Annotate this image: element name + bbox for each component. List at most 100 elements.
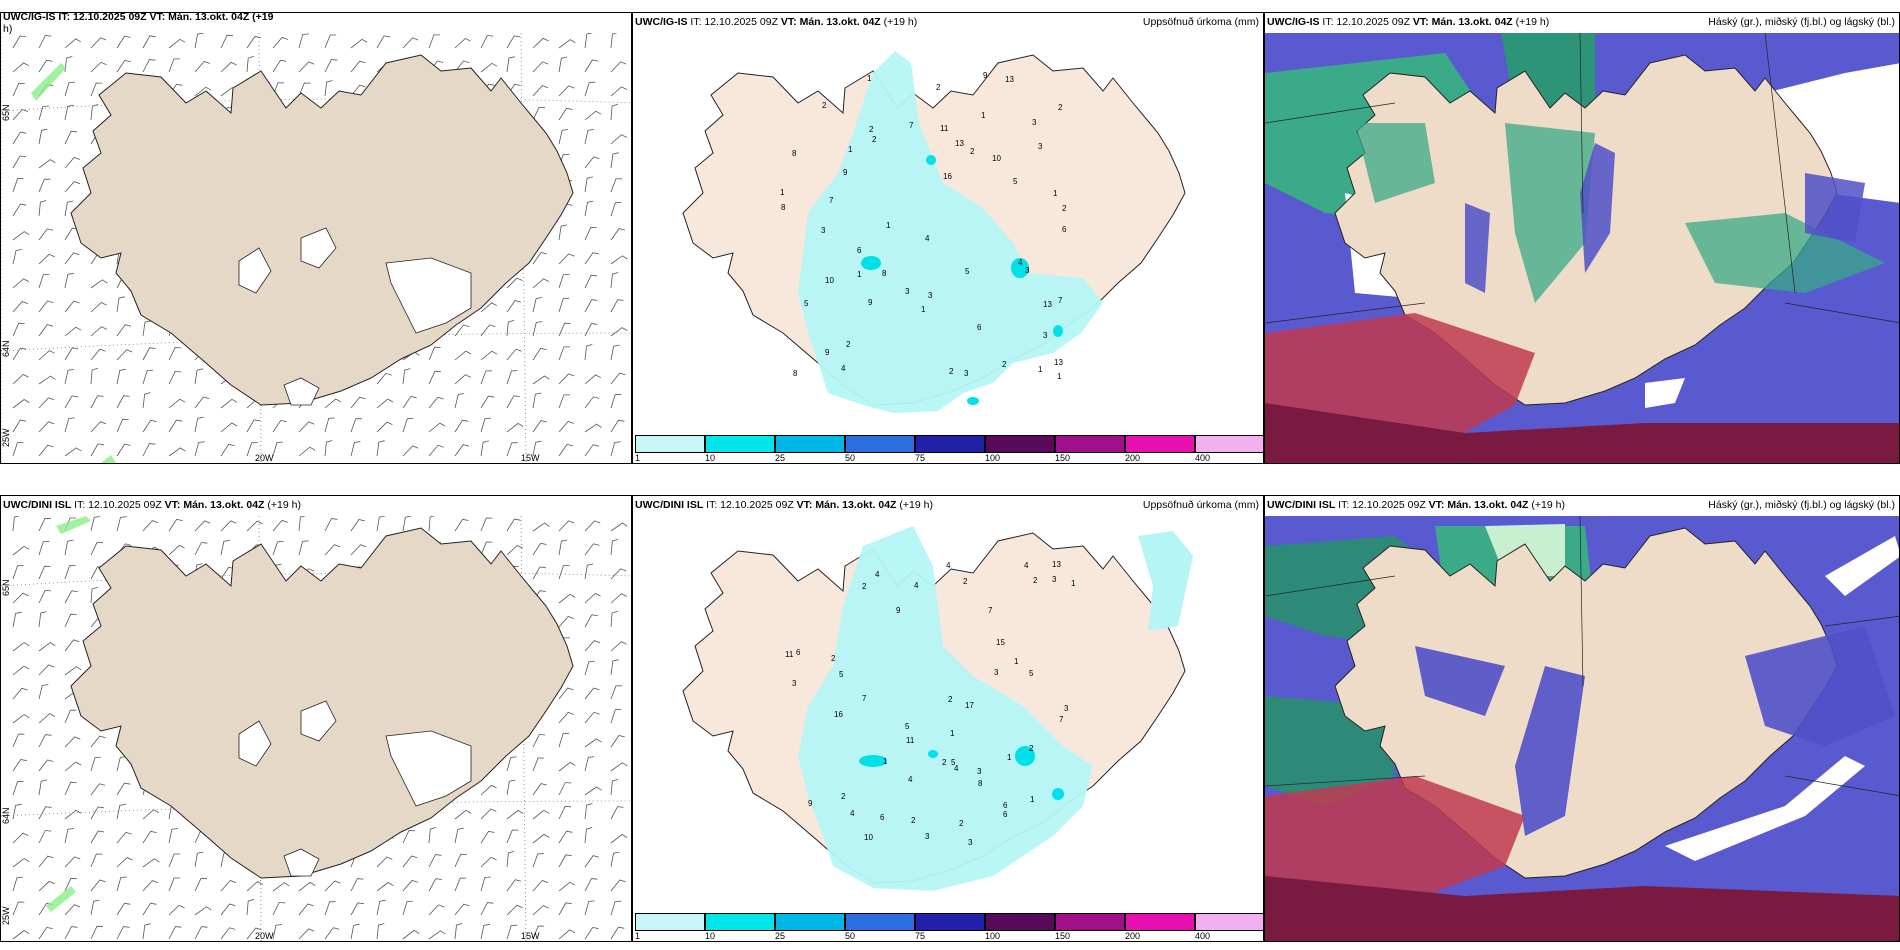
colorbar-tick-label: 200 — [1125, 931, 1141, 941]
wind-barb — [584, 129, 594, 145]
colorbar-segment — [775, 913, 845, 931]
wind-barb — [584, 640, 601, 652]
wind-barb — [506, 779, 516, 796]
wind-barb — [428, 827, 437, 844]
wind-barb — [38, 35, 52, 49]
wind-barb — [324, 880, 341, 892]
precip-value: 3 — [1064, 704, 1069, 713]
wind-barb — [428, 346, 441, 361]
wind-barb — [480, 417, 492, 433]
precip-value: 1 — [1030, 795, 1035, 804]
wind-barb — [168, 518, 183, 532]
wind-barb — [532, 880, 549, 892]
wind-barb — [298, 33, 309, 49]
wind-barb — [64, 781, 77, 796]
wind-barb — [558, 761, 576, 772]
wind-barb — [38, 713, 55, 724]
wind-barb — [584, 593, 601, 604]
wind-barb — [90, 756, 102, 772]
wind-barb — [12, 858, 30, 868]
wind-barb — [532, 278, 549, 289]
precip-value: 1 — [981, 111, 986, 120]
wind-barb — [558, 420, 574, 433]
precip-value: 4 — [914, 581, 919, 590]
wind-barb — [428, 422, 446, 433]
wind-barb — [64, 828, 74, 844]
wind-barb — [532, 809, 550, 820]
wind-barb — [298, 540, 309, 556]
wind-barb — [64, 761, 82, 772]
wind-barb — [38, 397, 55, 409]
precip-value: 2 — [872, 135, 877, 144]
wind-barb — [584, 926, 599, 940]
wind-barb — [480, 35, 494, 49]
wind-barb — [272, 924, 282, 940]
precip-value: 1 — [1014, 657, 1019, 666]
wind-panel-bottom-header: UWC/DINI ISL IT: 12.10.2025 09Z VT: Mán.… — [3, 499, 301, 511]
wind-barb — [168, 447, 186, 457]
lon-label-20: 20W — [255, 453, 274, 463]
wind-barb — [506, 395, 520, 409]
wind-barb — [90, 853, 103, 868]
wind-barb — [272, 419, 287, 433]
wind-barb — [116, 831, 132, 844]
wind-barb — [376, 421, 393, 433]
wind-barb — [610, 86, 628, 97]
wind-barb — [610, 255, 628, 265]
wind-barb — [12, 419, 27, 433]
wind-barb — [558, 443, 573, 457]
colorbar-segment — [1195, 435, 1263, 453]
wind-barb — [194, 926, 208, 940]
wind-barb — [506, 545, 523, 556]
wind-barb — [194, 368, 203, 385]
wind-barb — [116, 926, 130, 940]
lat-label-65: 65N — [1, 104, 11, 121]
wind-barb — [12, 62, 30, 73]
precip-value: 10 — [864, 833, 873, 842]
wind-barb — [64, 447, 82, 457]
wind-barb — [220, 539, 230, 556]
wind-barb — [194, 520, 211, 532]
precip-value: 3 — [821, 226, 826, 235]
wind-barb — [38, 128, 48, 145]
wind-barb — [194, 86, 212, 97]
precip-value: 2 — [1002, 360, 1007, 369]
wind-barb — [610, 659, 619, 676]
wind-barb — [90, 541, 104, 556]
precip-panel-top: UWC/IG-IS IT: 12.10.2025 09Z VT: Mán. 13… — [632, 12, 1264, 464]
wind-barb — [532, 440, 542, 457]
precip-value: 3 — [1052, 575, 1057, 584]
wind-barb — [272, 441, 283, 457]
wind-barb — [480, 541, 493, 556]
wind-barb — [584, 323, 598, 337]
wind-barb — [246, 881, 263, 892]
wind-barb — [610, 103, 619, 121]
colorbar-segment — [705, 435, 775, 453]
wind-barb — [532, 566, 546, 580]
precip-value: 2 — [1062, 204, 1067, 213]
wind-barb — [90, 421, 107, 433]
wind-barb — [194, 33, 204, 49]
wind-barb — [64, 926, 78, 940]
wind-barb — [12, 442, 24, 457]
wind-barb — [402, 418, 414, 433]
precip-value: 3 — [905, 287, 910, 296]
wind-barb — [90, 37, 107, 49]
wind-barb — [558, 322, 571, 337]
wind-barb — [584, 396, 600, 409]
wind-barb — [12, 565, 24, 580]
precip-value: 4 — [850, 809, 855, 818]
precip-value: 1 — [1053, 189, 1058, 198]
wind-barb — [168, 398, 186, 409]
wind-barb — [584, 156, 600, 169]
wind-panel-header-cont: h) — [3, 23, 13, 35]
colorbar-segment — [705, 913, 775, 931]
wind-barb — [324, 59, 338, 73]
wind-barb — [12, 901, 25, 916]
wind-barb — [558, 56, 568, 73]
wind-barb — [194, 906, 212, 916]
wind-barb — [610, 228, 625, 241]
wind-barb — [12, 592, 29, 604]
precip-value: 1 — [883, 757, 888, 766]
wind-barb — [272, 541, 284, 556]
